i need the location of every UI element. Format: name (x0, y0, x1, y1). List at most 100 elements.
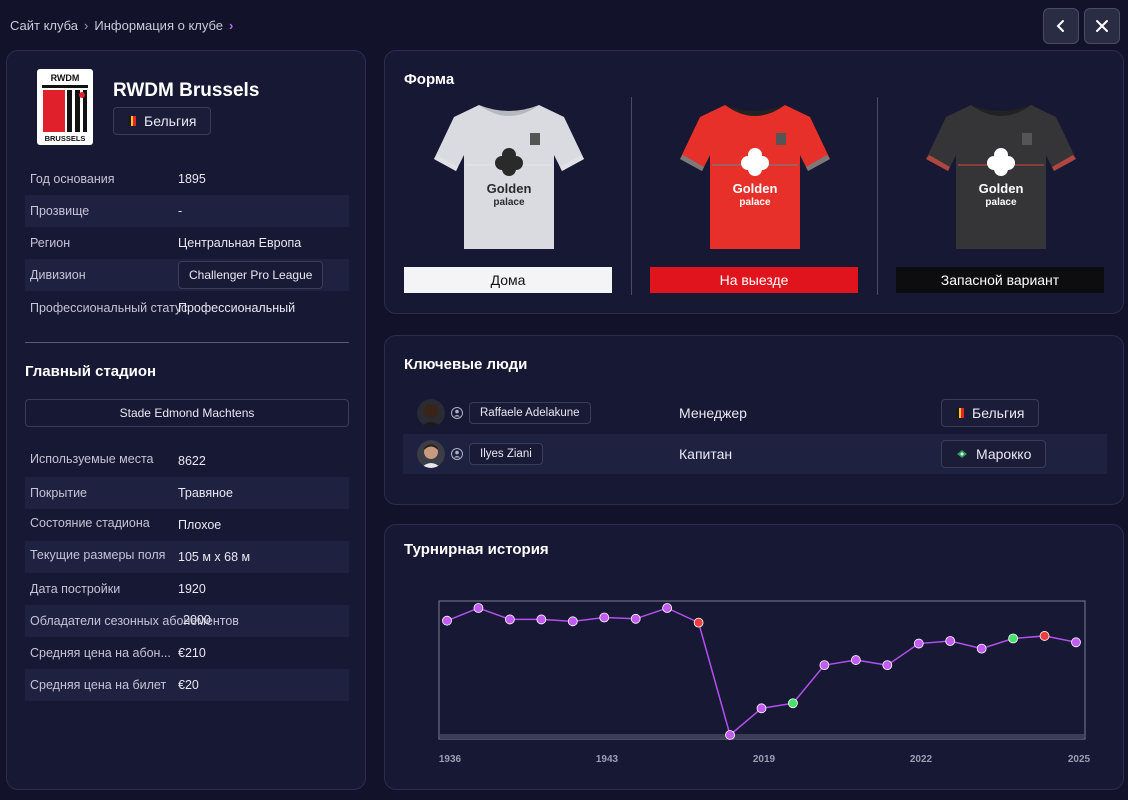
info-row-division: Дивизион Challenger Pro League (25, 259, 349, 291)
stadium-name[interactable]: Stade Edmond Machtens (25, 399, 349, 427)
info-row-founded: Год основания 1895 (25, 163, 349, 195)
back-button[interactable] (1043, 8, 1079, 44)
nation-chip[interactable]: Марокко (941, 440, 1047, 468)
shirt-trim (680, 155, 704, 171)
shirt-body (434, 105, 584, 249)
person-name-chip[interactable]: Raffaele Adelakune (469, 402, 591, 424)
season-point-relegated (693, 617, 704, 628)
plot-frame (438, 600, 1086, 740)
shirt-collar (725, 105, 785, 116)
shirt-body (680, 105, 830, 249)
season-point-neutral (850, 655, 861, 665)
sponsor-text: Golden (979, 181, 1024, 196)
season-point-neutral (505, 614, 515, 625)
season-point-neutral (1071, 637, 1081, 648)
sponsor-text: Golden (487, 181, 532, 196)
stadium-row-seats: Используемые места 8622 (25, 445, 349, 477)
person-icon (451, 407, 463, 419)
season-point-neutral (630, 613, 641, 624)
kits-section-title: Форма (404, 71, 455, 88)
info-value: 105 м x 68 м (178, 550, 251, 564)
info-label: Профессиональный статус (30, 301, 188, 315)
season-point-neutral (976, 643, 987, 654)
season-point-promoted (1008, 633, 1018, 644)
kit-away[interactable]: Golden palace На выезде (650, 97, 860, 293)
shirt-body (926, 105, 1076, 249)
stadium-row-season-ticket-price: Средняя цена на абон... €210 (25, 637, 349, 669)
season-point-neutral (567, 616, 578, 627)
info-label: Покрытие (30, 486, 88, 500)
logo-text-top: RWDM (51, 73, 80, 83)
season-point-promoted (788, 698, 798, 709)
sponsor-text: palace (739, 197, 771, 208)
sponsor-text: Golden (733, 181, 778, 196)
history-line (446, 607, 1077, 737)
chevron-left-icon (1056, 20, 1064, 32)
chevron-right-accent-icon[interactable]: › (229, 18, 234, 33)
info-row-region: Регион Центральная Европа (25, 227, 349, 259)
shirt-trim (434, 155, 458, 171)
info-value: Профессиональный (178, 301, 296, 315)
club-crest (1022, 133, 1032, 145)
kit-home[interactable]: Golden palace Дома (404, 97, 614, 293)
avatar (417, 440, 445, 468)
season-point-neutral (945, 636, 956, 646)
info-label: Средняя цена на билет (30, 678, 167, 692)
close-button[interactable] (1084, 8, 1120, 44)
person-role: Менеджер (679, 405, 747, 421)
person-name-chip[interactable]: Ilyes Ziani (469, 443, 543, 465)
kit-label-away[interactable]: На выезде (650, 267, 858, 293)
kit-third[interactable]: Golden palace Запасной вариант (896, 97, 1106, 293)
shirt-trim (926, 155, 950, 171)
person-row-captain[interactable]: Ilyes Ziani Капитан Марокко (403, 434, 1107, 474)
info-value: Травяное (178, 486, 233, 500)
plot-baseline (440, 734, 1084, 739)
season-point-neutral (756, 703, 767, 714)
info-label: Обладатели сезонных абонементов (30, 614, 239, 628)
info-label: Текущие размеры поля (30, 548, 166, 562)
breadcrumb-item-club-site[interactable]: Сайт клуба (10, 18, 79, 33)
kit-divider (631, 97, 632, 295)
tournament-history-chart[interactable]: 1936 1943 2019 2022 2025 (385, 525, 1125, 791)
info-value: 8622 (178, 454, 206, 468)
shirt-collar (971, 105, 1031, 116)
x-tick-label: 2022 (910, 754, 933, 765)
belgium-flag-icon (956, 408, 965, 418)
history-section-title: Турнирная история (404, 541, 549, 558)
club-info-table: Год основания 1895 Прозвище - Регион Цен… (25, 163, 349, 325)
person-row-manager[interactable]: Raffaele Adelakune Менеджер Бельгия (403, 393, 1107, 433)
season-point-neutral (882, 660, 893, 671)
x-tick-label: 2019 (753, 754, 776, 765)
country-name: Бельгия (144, 113, 197, 129)
sponsor-text: palace (985, 197, 1017, 208)
info-label: Регион (30, 236, 71, 250)
sponsor-clover (748, 162, 762, 176)
kit-label-third[interactable]: Запасной вариант (896, 267, 1104, 293)
info-label: Год основания (30, 172, 115, 186)
breadcrumb-item-club-info[interactable]: Информация о клубе (94, 18, 224, 33)
belgium-flag-icon (128, 116, 137, 126)
info-label: Состояние стадиона (30, 516, 150, 530)
stadium-row-pitch-size: Текущие размеры поля 105 м x 68 м (25, 541, 349, 573)
stadium-row-condition: Состояние стадиона Плохое (25, 509, 349, 541)
club-name: RWDM Brussels (113, 80, 260, 101)
shirt-trim (806, 155, 830, 171)
season-point-neutral (725, 730, 735, 740)
close-icon (1096, 20, 1108, 32)
info-label: Прозвище (30, 204, 90, 218)
kit-divider (877, 97, 878, 295)
x-tick-label: 1936 (439, 754, 462, 765)
nation-name: Марокко (976, 446, 1032, 462)
nation-chip[interactable]: Бельгия (941, 399, 1040, 427)
info-value: 2000 (183, 613, 211, 627)
avatar (417, 399, 445, 427)
info-value: €210 (178, 646, 206, 660)
kit-label-home[interactable]: Дома (404, 267, 612, 293)
info-label: Дата постройки (30, 582, 121, 596)
country-chip[interactable]: Бельгия (113, 107, 212, 135)
division-chip[interactable]: Challenger Pro League (178, 261, 324, 289)
shirt-trim (1052, 155, 1076, 171)
person-role: Капитан (679, 446, 733, 462)
